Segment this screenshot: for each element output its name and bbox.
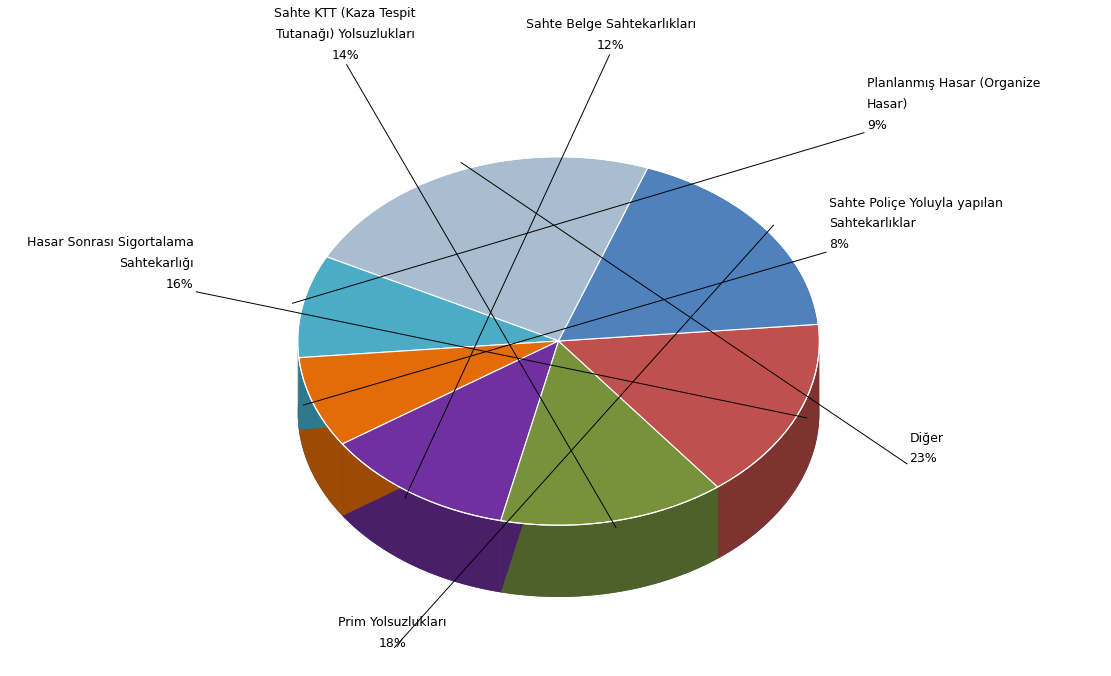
Polygon shape	[299, 358, 342, 516]
Text: Planlanmış Hasar (Organize: Planlanmış Hasar (Organize	[867, 77, 1040, 90]
Polygon shape	[299, 341, 559, 429]
Text: Sahtekarlığı: Sahtekarlığı	[119, 258, 193, 270]
Text: Tutanağı) Yolsuzlukları: Tutanağı) Yolsuzlukları	[276, 28, 414, 41]
Text: Sahtekarlıklar: Sahtekarlıklar	[829, 218, 915, 231]
Polygon shape	[559, 168, 819, 341]
Polygon shape	[342, 341, 559, 516]
Polygon shape	[327, 157, 648, 341]
Polygon shape	[342, 341, 559, 516]
Polygon shape	[718, 341, 820, 558]
Polygon shape	[298, 257, 559, 358]
Text: 12%: 12%	[597, 39, 624, 52]
Text: 23%: 23%	[910, 452, 938, 466]
Polygon shape	[501, 341, 559, 592]
Text: Prim Yolsuzlukları: Prim Yolsuzlukları	[339, 616, 447, 629]
Text: 9%: 9%	[867, 119, 887, 132]
Text: Sahte KTT (Kaza Tespit: Sahte KTT (Kaza Tespit	[274, 7, 416, 20]
Text: 8%: 8%	[829, 239, 849, 251]
Text: Sahte Belge Sahtekarlıkları: Sahte Belge Sahtekarlıkları	[526, 18, 695, 31]
Polygon shape	[299, 341, 559, 429]
Text: Sahte Poliçe Yoluyla yapılan: Sahte Poliçe Yoluyla yapılan	[829, 197, 1003, 210]
Polygon shape	[501, 341, 559, 592]
Polygon shape	[299, 341, 559, 444]
Polygon shape	[342, 444, 501, 592]
Polygon shape	[342, 341, 559, 521]
Text: 16%: 16%	[166, 279, 193, 291]
Text: Hasar Sonrası Sigortalama: Hasar Sonrası Sigortalama	[27, 237, 193, 249]
Polygon shape	[501, 487, 718, 597]
Ellipse shape	[298, 228, 820, 597]
Text: Diğer: Diğer	[910, 431, 943, 445]
Text: 14%: 14%	[331, 49, 359, 62]
Text: 18%: 18%	[379, 637, 407, 650]
Polygon shape	[559, 324, 820, 487]
Polygon shape	[559, 341, 718, 558]
Text: Hasar): Hasar)	[867, 98, 908, 111]
Polygon shape	[501, 341, 718, 525]
Polygon shape	[559, 341, 718, 558]
